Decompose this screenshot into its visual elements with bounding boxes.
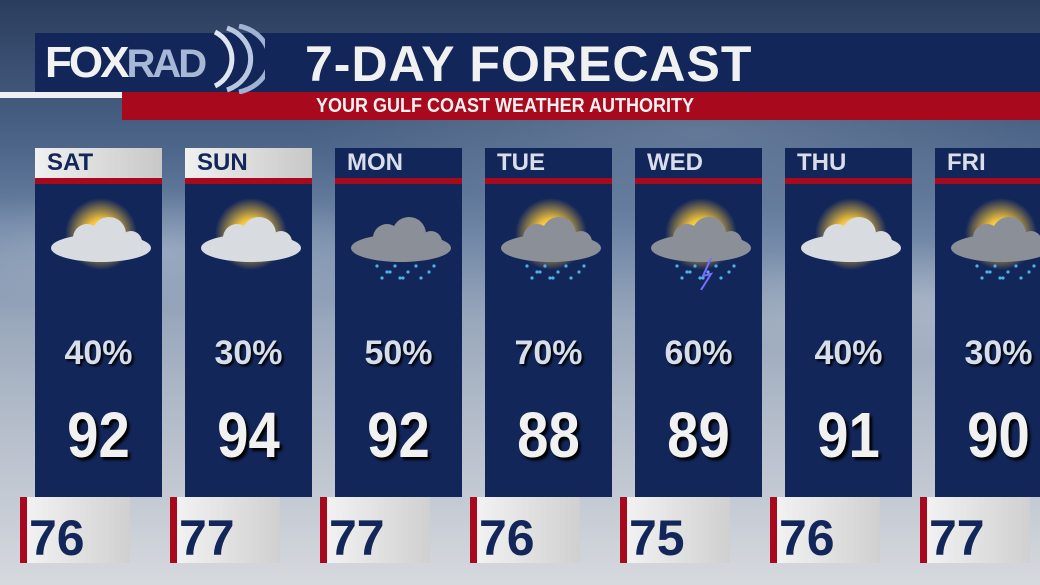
forecast-day-fri: FRI 30% 90 bbox=[935, 148, 1040, 497]
rain-cloud-icon bbox=[349, 190, 453, 295]
forecast-day-sat: SAT 40% 92 bbox=[35, 148, 162, 497]
day-panel: 40% 91 bbox=[785, 184, 912, 497]
day-panel: 60% 89 bbox=[635, 184, 762, 497]
day-label: THU bbox=[785, 148, 912, 178]
foxrad-logo: FOXRAD bbox=[45, 38, 207, 87]
precip-chance: 40% bbox=[64, 334, 133, 372]
day-label: FRI bbox=[935, 148, 1040, 178]
precip-chance: 70% bbox=[514, 334, 583, 372]
low-temp: 77 bbox=[170, 497, 280, 566]
day-panel: 70% 88 bbox=[485, 184, 612, 497]
high-temp: 88 bbox=[517, 399, 580, 471]
low-temp: 77 bbox=[320, 497, 430, 566]
partly-sunny-icon bbox=[49, 190, 153, 295]
day-panel: 50% 92 bbox=[335, 184, 462, 497]
day-divider bbox=[485, 178, 612, 184]
day-divider bbox=[335, 178, 462, 184]
day-label: SUN bbox=[185, 148, 312, 178]
thunderstorm-icon bbox=[649, 190, 753, 295]
low-temp: 76 bbox=[770, 497, 880, 566]
page-subtitle: YOUR GULF COAST WEATHER AUTHORITY bbox=[316, 95, 694, 117]
forecast-day-sun: SUN 30% 94 bbox=[185, 148, 312, 497]
high-temp: 91 bbox=[817, 399, 880, 471]
high-temp: 90 bbox=[967, 399, 1030, 471]
precip-chance: 60% bbox=[664, 334, 733, 372]
sun-cloud-rain-icon bbox=[499, 190, 603, 295]
high-temp: 92 bbox=[367, 399, 430, 471]
subtitle-band bbox=[122, 92, 1040, 120]
low-temp: 76 bbox=[470, 497, 580, 566]
precip-chance: 40% bbox=[814, 334, 883, 372]
day-divider bbox=[785, 178, 912, 184]
day-label: SAT bbox=[35, 148, 162, 178]
day-panel: 30% 94 bbox=[185, 184, 312, 497]
precip-chance: 30% bbox=[214, 334, 283, 372]
high-temp: 89 bbox=[667, 399, 730, 471]
day-divider bbox=[935, 178, 1040, 184]
forecast-day-mon: MON 50% 92 bbox=[335, 148, 462, 497]
low-temp: 75 bbox=[620, 497, 730, 566]
day-divider bbox=[635, 178, 762, 184]
day-divider bbox=[35, 178, 162, 184]
page-title: 7-DAY FORECAST bbox=[305, 36, 753, 92]
day-divider bbox=[185, 178, 312, 184]
day-panel: 30% 90 bbox=[935, 184, 1040, 497]
header-divider bbox=[0, 92, 122, 98]
sun-cloud-rain-icon bbox=[949, 190, 1040, 295]
partly-sunny-icon bbox=[799, 190, 903, 295]
forecast-day-wed: WED 60% 89 bbox=[635, 148, 762, 497]
day-label: WED bbox=[635, 148, 762, 178]
header-band bbox=[35, 33, 1040, 92]
forecast-day-tue: TUE 70% 88 bbox=[485, 148, 612, 497]
partly-sunny-icon bbox=[199, 190, 303, 295]
day-panel: 40% 92 bbox=[35, 184, 162, 497]
radar-rings-icon bbox=[213, 24, 265, 94]
precip-chance: 50% bbox=[364, 334, 433, 372]
day-label: MON bbox=[335, 148, 462, 178]
high-temp: 94 bbox=[217, 399, 280, 471]
forecast-day-thu: THU 40% 91 bbox=[785, 148, 912, 497]
day-label: TUE bbox=[485, 148, 612, 178]
low-temp: 76 bbox=[20, 497, 130, 566]
high-temp: 92 bbox=[67, 399, 130, 471]
low-temp: 77 bbox=[920, 497, 1030, 566]
precip-chance: 30% bbox=[964, 334, 1033, 372]
